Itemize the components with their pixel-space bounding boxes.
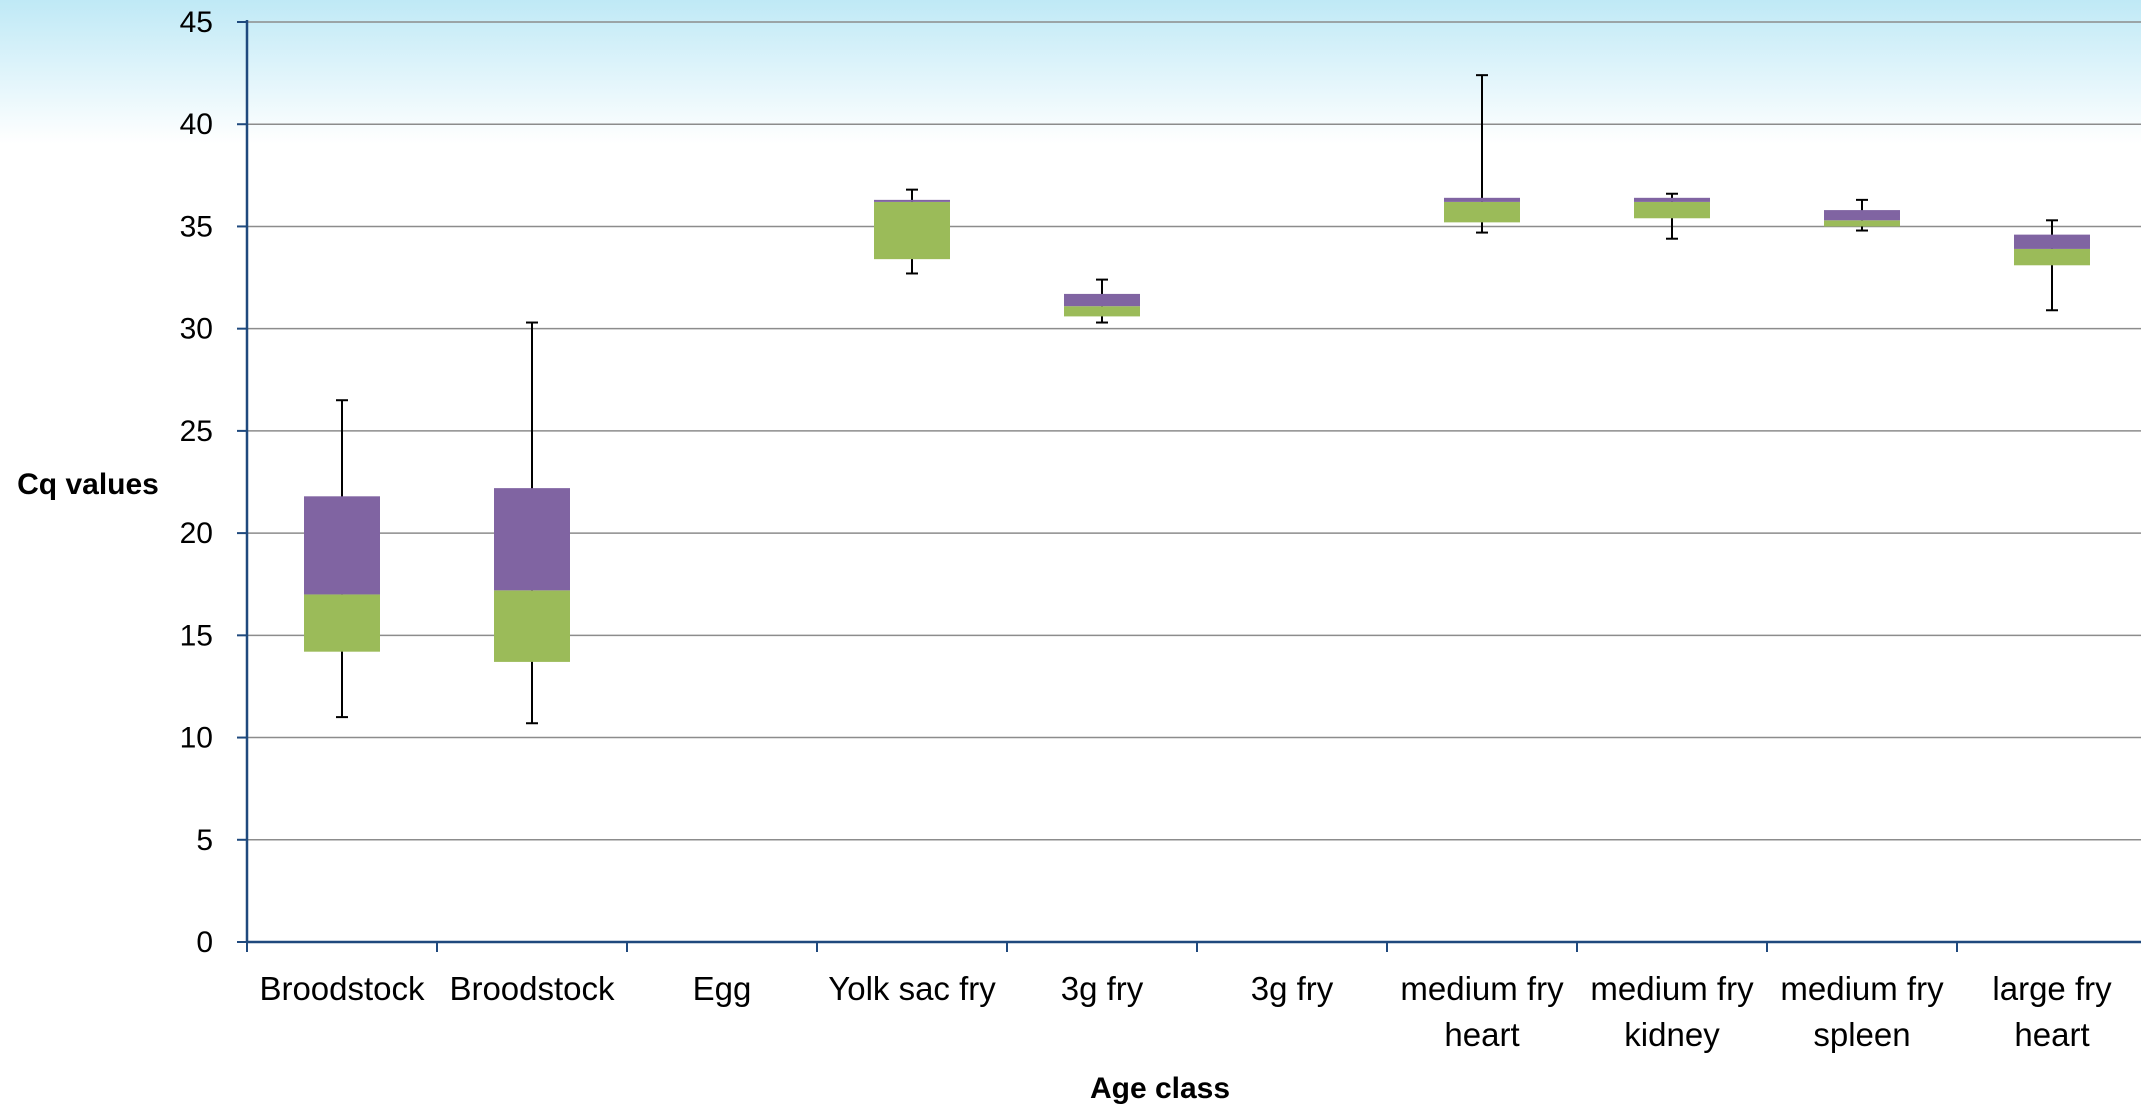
box-lower [1824,220,1900,227]
box-lower [1634,201,1710,219]
y-tick-label: 25 [180,415,213,448]
box-upper [304,496,380,595]
y-tick-label: 20 [180,517,213,550]
x-category-label: medium fry [1780,970,1944,1007]
y-tick-label: 0 [196,926,213,959]
x-category-label: 3g fry [1251,970,1334,1007]
box-lower [304,594,380,652]
y-axis-title: Cq values [17,468,159,501]
y-tick-label: 30 [180,313,213,346]
y-tick-label: 45 [180,6,213,39]
x-category-label: medium fry [1400,970,1564,1007]
x-category-label: medium fry [1590,970,1754,1007]
x-category-label: spleen [1813,1016,1910,1053]
box-upper [494,488,570,591]
x-category-label: kidney [1624,1016,1720,1053]
y-tick-label: 40 [180,108,213,141]
y-tick-label: 15 [180,619,213,652]
x-category-label: heart [2014,1016,2089,1053]
y-tick-label: 35 [180,210,213,243]
labels: 0 5 10 15 20 25 30 35 40 45 Broodstock Broodstock Eg… [180,6,2112,1053]
x-category-label: 3g fry [1061,970,1144,1007]
x-category-label: large fry [1992,970,2112,1007]
box-upper [1634,197,1710,202]
x-category-label: Broodstock [449,970,615,1007]
x-category-label: heart [1444,1016,1519,1053]
box-lower [494,590,570,662]
x-category-label: Yolk sac fry [828,970,996,1007]
box-upper [874,199,950,202]
y-tick-label: 10 [180,722,213,755]
box-upper [1824,210,1900,221]
box-upper [1064,293,1140,307]
box-upper [1444,197,1520,202]
boxes [304,74,2090,725]
box-upper [2014,234,2090,249]
box-lower [1064,306,1140,317]
x-category-label: Broodstock [259,970,425,1007]
box-lower [1444,201,1520,223]
x-axis-title: Age class [1090,1072,1230,1105]
box-lower [874,201,950,260]
y-tick-label: 5 [196,824,213,857]
axes [237,20,2141,952]
x-category-label: Egg [693,970,752,1007]
box-lower [2014,248,2090,266]
